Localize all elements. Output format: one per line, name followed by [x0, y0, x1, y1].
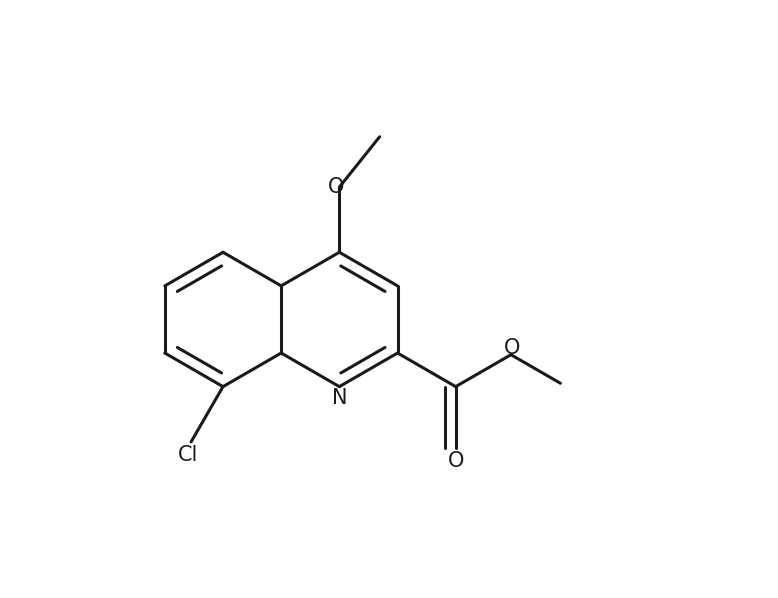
Text: O: O [504, 338, 520, 358]
Text: Cl: Cl [178, 445, 198, 465]
Text: O: O [447, 451, 464, 471]
Text: N: N [331, 388, 347, 408]
Text: O: O [328, 177, 345, 197]
